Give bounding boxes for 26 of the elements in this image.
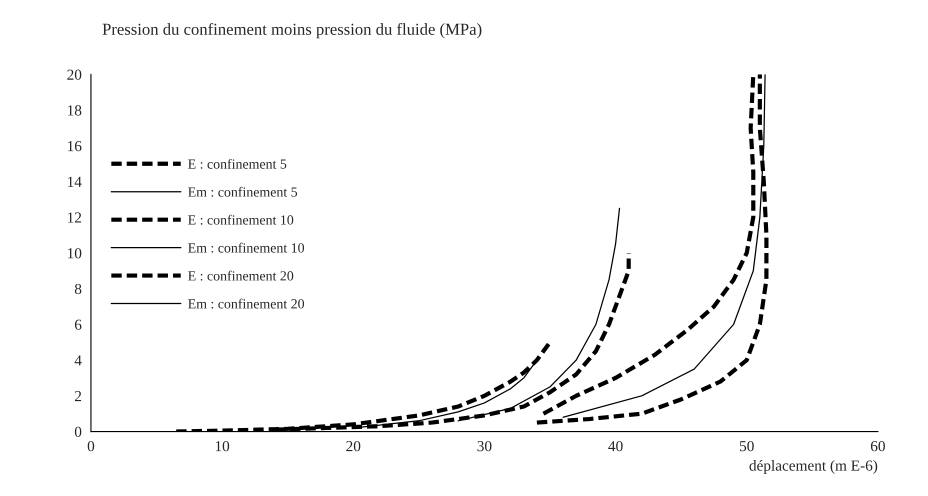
legend-label: E : confinement 10: [188, 214, 294, 225]
legend-label: Em : confinement 5: [188, 186, 298, 197]
chart-title: Pression du confinement moins pression du fluide (MPa): [102, 22, 482, 38]
legend-label: Em : confinement 10: [188, 242, 304, 253]
y-tick-label: 14: [68, 176, 82, 187]
legend-label: E : confinement 20: [188, 270, 294, 281]
y-tick-label: 20: [67, 70, 82, 80]
x-axis-title: déplacement (m E-6): [749, 460, 878, 474]
x-tick-label: 50: [740, 440, 754, 452]
x-tick-label: 10: [216, 440, 230, 452]
y-tick-label: 2: [74, 390, 82, 402]
y-tick-label: 8: [74, 284, 82, 294]
x-tick-label: 40: [608, 440, 623, 452]
x-tick-label: 30: [478, 440, 492, 452]
x-tick-label: 60: [870, 440, 885, 452]
legend-label: E : confinement 5: [188, 158, 286, 169]
x-tick-label: 20: [346, 440, 360, 452]
y-tick-label: 16: [68, 141, 82, 152]
y-tick-label: 18: [68, 105, 82, 116]
y-tick-label: 0: [74, 426, 82, 437]
legend-label: Em : confinement 20: [188, 298, 304, 309]
y-tick-label: 6: [74, 320, 82, 330]
x-tick-label: 0: [88, 440, 94, 452]
y-tick-label: 12: [68, 212, 82, 223]
y-tick-label: 4: [74, 355, 82, 366]
y-tick-label: 10: [68, 248, 82, 258]
